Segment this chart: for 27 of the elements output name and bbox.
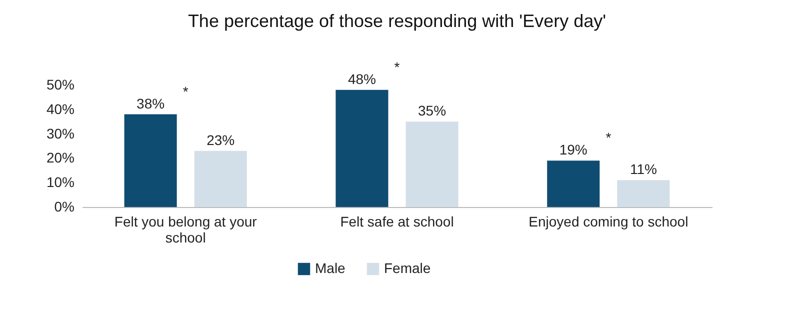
bar — [194, 150, 247, 207]
legend-label: Female — [384, 260, 431, 276]
x-tick-label: Felt safe at school — [340, 214, 454, 230]
y-tick-label: 30% — [46, 125, 74, 142]
chart-title: The percentage of those responding with 'Every day' — [188, 10, 606, 31]
x-tick-label: Felt you belong at your school — [114, 214, 258, 246]
data-label: 11% — [630, 161, 657, 178]
y-tick-label: 40% — [46, 100, 74, 117]
annotation: * — [182, 83, 189, 100]
bar — [336, 90, 388, 207]
y-tick-label: 10% — [46, 174, 74, 190]
text: * — [394, 58, 400, 75]
annotation: * — [606, 130, 612, 146]
bar — [547, 160, 600, 207]
bar — [617, 180, 670, 207]
y-tick-label: 0% — [54, 198, 74, 214]
y-tick-label: 50% — [46, 76, 74, 92]
x-tick-label: Enjoyed coming to school — [528, 214, 688, 230]
data-label: 48% — [348, 70, 376, 87]
data-label: 19% — [559, 142, 588, 158]
y-tick-label: 20% — [46, 150, 74, 166]
data-label: 38% — [136, 95, 165, 112]
bar — [124, 114, 177, 207]
legend-label: Male — [315, 260, 346, 276]
bar — [406, 122, 458, 207]
data-label: 35% — [418, 102, 446, 119]
data-label: 23% — [206, 132, 235, 148]
